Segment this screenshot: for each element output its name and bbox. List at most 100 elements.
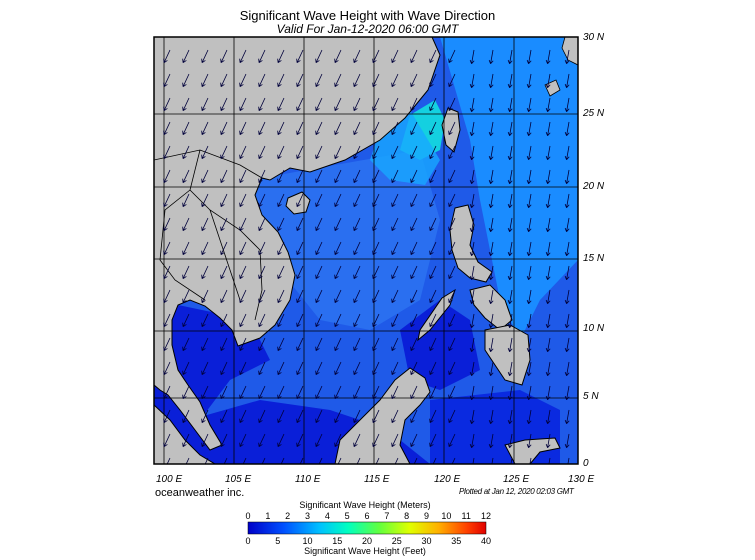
wave-arrow — [507, 97, 513, 113]
wave-arrow — [545, 145, 551, 161]
celebes-sea-low-waves — [430, 390, 560, 464]
wave-arrow — [410, 361, 418, 376]
wave-arrow — [182, 337, 190, 352]
colorbar-title-feet: Significant Wave Height (Feet) — [304, 546, 426, 556]
wave-arrow — [258, 49, 266, 64]
wave-arrow — [353, 73, 361, 88]
wave-arrow — [334, 337, 342, 352]
wave-arrow — [315, 241, 323, 256]
wave-arrow — [334, 361, 342, 376]
wave-arrow — [469, 73, 475, 89]
wave-arrow — [507, 313, 513, 329]
wave-arrow — [334, 241, 342, 256]
lon-label: 125 E — [503, 474, 530, 485]
wave-arrow — [488, 313, 494, 329]
wave-arrow — [296, 361, 304, 376]
wave-arrow — [258, 313, 266, 328]
wave-arrow — [469, 145, 475, 161]
wave-arrow — [315, 145, 323, 160]
wave-arrow — [410, 409, 418, 424]
wave-arrow — [239, 73, 247, 88]
wave-arrow — [526, 217, 532, 233]
lat-label: 15 N — [583, 253, 605, 264]
wave-arrow — [163, 217, 171, 232]
wave-arrow — [182, 169, 190, 184]
wave-arrow — [353, 265, 361, 280]
wave-arrow — [448, 337, 456, 352]
wave-arrow — [315, 265, 323, 280]
wave-arrow — [526, 433, 532, 449]
wave-arrow — [296, 145, 304, 160]
wave-arrow — [488, 73, 494, 89]
wave-arrow — [201, 169, 209, 184]
wave-arrow — [391, 97, 399, 112]
lat-label: 25 N — [583, 108, 605, 119]
wave-arrow — [564, 289, 570, 305]
lon-label: 105 E — [225, 474, 252, 485]
wave-arrow — [488, 193, 494, 209]
wave-arrow — [372, 145, 380, 160]
wave-arrow — [372, 409, 380, 424]
wave-arrow — [261, 457, 266, 464]
wave-arrow — [507, 121, 513, 137]
map-body — [154, 37, 578, 464]
wave-arrow — [545, 409, 551, 425]
wave-arrow — [391, 313, 399, 328]
lon-label: 110 E — [295, 474, 321, 485]
lon-label: 115 E — [364, 474, 390, 485]
wave-arrow — [526, 145, 532, 161]
wave-arrow — [182, 193, 190, 208]
wave-arrow — [488, 289, 494, 305]
wave-arrow — [410, 217, 418, 232]
lat-label: 20 N — [583, 181, 605, 192]
wave-arrow — [201, 313, 209, 328]
wave-arrow — [334, 193, 342, 208]
wave-arrow — [564, 385, 570, 401]
wave-arrow — [353, 97, 361, 112]
wave-arrow — [220, 433, 228, 448]
wave-arrow — [545, 217, 551, 233]
map-frame — [153, 36, 579, 465]
wave-arrow — [334, 121, 342, 136]
meter-tick-label: 7 — [384, 511, 390, 521]
wave-arrow — [507, 49, 513, 65]
feet-tick-label: 10 — [302, 536, 313, 546]
feet-tick-label: 15 — [332, 536, 343, 546]
wave-arrow — [201, 145, 209, 160]
wave-arrow — [239, 193, 247, 208]
wave-arrow — [334, 217, 342, 232]
wave-arrow — [429, 217, 437, 232]
wave-arrow — [163, 49, 171, 64]
wave-arrow — [296, 385, 304, 400]
meter-tick-label: 8 — [404, 511, 410, 521]
wave-arrow — [391, 265, 399, 280]
wave-arrow — [277, 169, 285, 184]
wave-arrow — [545, 433, 551, 449]
meter-tick-label: 0 — [245, 511, 251, 521]
plotted-timestamp: Plotted at Jan 12, 2020 02:03 GMT — [459, 487, 574, 496]
wave-arrow — [277, 49, 285, 64]
wave-arrow — [469, 217, 475, 233]
wave-arrow — [239, 385, 247, 400]
wave-arrow — [220, 97, 228, 112]
wave-arrow — [296, 337, 304, 352]
wave-arrow — [201, 361, 209, 376]
meter-tick-label: 1 — [265, 511, 271, 521]
wave-arrow — [507, 169, 513, 185]
wave-arrow — [201, 217, 209, 232]
wave-arrow — [372, 121, 380, 136]
feet-tick-label: 40 — [480, 536, 492, 546]
wave-arrow — [239, 217, 247, 232]
wave-arrow — [429, 313, 437, 328]
wave-arrow — [372, 49, 380, 64]
wave-arrow — [201, 337, 209, 352]
wave-arrow — [469, 313, 475, 329]
wave-arrow — [220, 217, 228, 232]
wave-arrow — [488, 409, 494, 425]
wave-arrow — [296, 313, 304, 328]
wave-arrow — [469, 121, 475, 137]
wave-arrow — [488, 241, 494, 257]
wave-arrow — [296, 409, 304, 424]
wave-arrow — [507, 385, 513, 401]
wave-arrow — [220, 121, 228, 136]
